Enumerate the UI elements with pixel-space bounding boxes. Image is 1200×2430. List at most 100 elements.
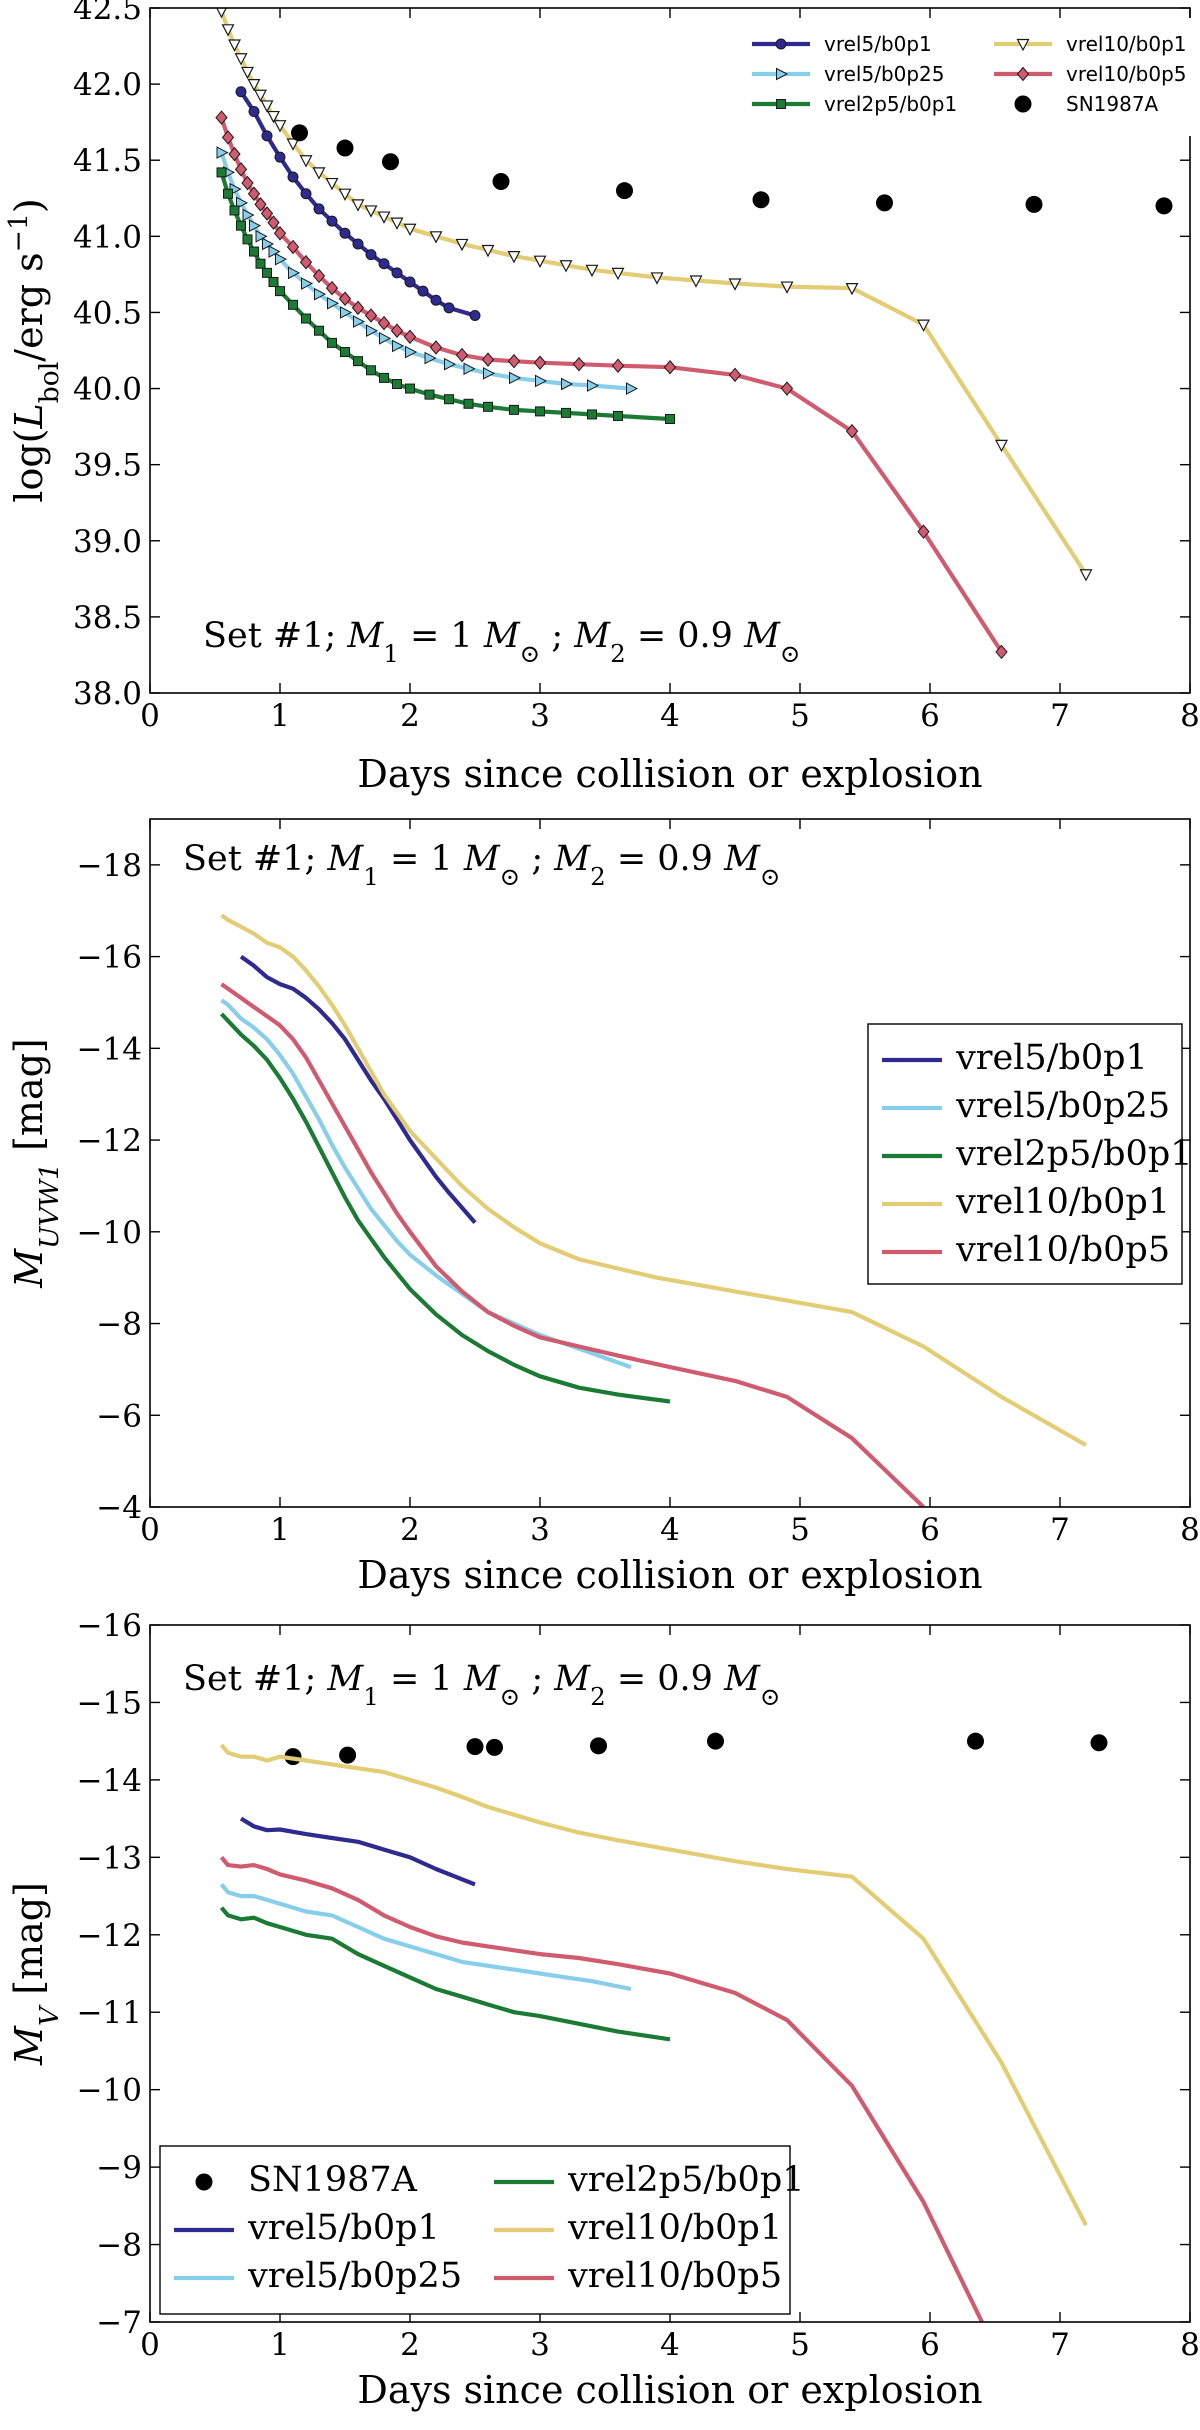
data-point-vrel10-b0p5 <box>221 130 235 145</box>
data-point-sn1987a <box>339 1746 357 1764</box>
plot-area <box>219 913 1088 1507</box>
y-tick-label: −8 <box>96 1307 142 1343</box>
data-point-vrel10-b0p1 <box>1079 569 1093 582</box>
data-point-vrel10-b0p1 <box>364 205 378 218</box>
data-point-vrel10-b0p5 <box>995 644 1008 660</box>
data-point-vrel10-b0p1 <box>611 267 625 281</box>
y-tick-label: 40.0 <box>73 372 142 408</box>
series-line-vrel10-b0p5 <box>220 982 925 1507</box>
data-point-vrel2p5-b0p1 <box>561 407 571 418</box>
data-point-vrel10-b0p5 <box>299 254 313 270</box>
legend-box <box>738 18 1193 136</box>
data-point-vrel2p5-b0p1 <box>223 188 233 199</box>
data-point-vrel10-b0p1 <box>455 238 469 252</box>
data-point-sn1987a <box>336 139 354 157</box>
data-point-vrel10-b0p1 <box>254 89 267 103</box>
y-tick-label: 38.5 <box>73 600 142 636</box>
data-point-vrel10-b0p1 <box>312 167 326 180</box>
data-point-vrel5-b0p25 <box>424 351 437 365</box>
legend-label: vrel10/b0p1 <box>1066 32 1187 56</box>
data-point-vrel2p5-b0p1 <box>249 246 259 257</box>
y-tick-label: −12 <box>77 1918 142 1954</box>
legend-marker <box>1014 95 1032 113</box>
data-point-vrel5-b0p25 <box>483 367 496 380</box>
data-point-vrel2p5-b0p1 <box>483 401 493 412</box>
data-point-vrel5-b0p25 <box>366 324 379 338</box>
legend-label: SN1987A <box>1066 92 1159 116</box>
data-point-vrel10-b0p5 <box>338 291 352 307</box>
data-point-vrel5-b0p25 <box>262 237 275 251</box>
data-point-vrel2p5-b0p1 <box>229 205 240 216</box>
data-point-vrel10-b0p5 <box>845 423 859 439</box>
x-tick-label: 5 <box>790 1512 810 1548</box>
legend-item-vrel5-b0p1: vrel5/b0p1 <box>752 32 932 56</box>
data-point-vrel5-b0p25 <box>216 146 229 159</box>
panel-annotation: Set #1; M1 = 1 M⊙ ; M2 = 0.9 M⊙ <box>183 839 780 891</box>
legend-marker <box>776 99 786 109</box>
panel-uvw1-magnitude: 0 1 2 3 4 5 6 7 8 −4 −6 −8 −10 −12 −14 −16 −18 Days since… <box>7 818 1200 1597</box>
legend-label: vrel2p5/b0p1 <box>824 92 957 116</box>
data-point-vrel10-b0p5 <box>364 308 378 323</box>
data-point-vrel10-b0p5 <box>286 239 300 255</box>
plot-area <box>219 1732 1108 2322</box>
data-point-vrel10-b0p5 <box>403 329 417 345</box>
data-point-vrel2p5-b0p1 <box>268 277 279 287</box>
data-point-vrel10-b0p1 <box>650 272 664 285</box>
data-point-vrel10-b0p1 <box>995 439 1008 453</box>
series-line-vrel2p5-b0p1 <box>219 1012 671 1404</box>
data-point-vrel10-b0p5 <box>241 175 254 191</box>
y-tick-label: −16 <box>77 1608 142 1644</box>
data-point-vrel2p5-b0p1 <box>353 356 363 367</box>
x-tick-label: 2 <box>400 1512 420 1548</box>
y-tick-label: −4 <box>96 1490 142 1526</box>
x-tick-label: 6 <box>920 1512 940 1548</box>
data-point-sn1987a <box>1025 195 1043 213</box>
data-point-vrel5-b0p25 <box>535 374 548 388</box>
x-tick-label: 3 <box>530 698 550 734</box>
data-point-vrel10-b0p5 <box>273 226 287 241</box>
data-point-vrel5-b0p1 <box>339 227 351 239</box>
x-tick-label: 0 <box>140 698 160 734</box>
data-point-vrel10-b0p5 <box>254 197 267 212</box>
data-point-vrel2p5-b0p1 <box>255 258 266 269</box>
series-line-vrel10-b0p5 <box>219 1855 984 2322</box>
x-axis-label: Days since collision or explosion <box>357 2368 982 2412</box>
y-tick-label: −10 <box>77 2073 142 2109</box>
legend-item-sn1987a: SN1987A <box>1014 92 1159 116</box>
data-point-vrel10-b0p1 <box>507 251 521 264</box>
legend-item-vrel10-b0p5: vrel10/b0p5 <box>494 2256 782 2296</box>
legend: SN1987A vrel5/b0p1 vrel5/b0p25 vrel2p5/b0p1… <box>159 2145 805 2315</box>
legend-item-vrel10-b0p1: vrel10/b0p1 <box>494 2208 782 2248</box>
data-point-vrel10-b0p1 <box>429 231 443 244</box>
series-vrel10-b0p1 <box>219 1743 1088 2227</box>
series-line-vrel5-b0p25 <box>220 998 632 1370</box>
data-point-sn1987a <box>616 182 633 200</box>
data-point-vrel5-b0p1 <box>443 302 455 314</box>
data-point-vrel10-b0p1 <box>247 79 261 92</box>
x-tick-label: 3 <box>530 1512 550 1548</box>
series-line-vrel2p5-b0p1 <box>219 1906 671 2042</box>
data-point-vrel2p5-b0p1 <box>216 167 227 178</box>
legend-label: vrel10/b0p5 <box>955 1230 1170 1270</box>
series-line-vrel10-b0p1 <box>220 913 1088 1447</box>
x-tick-label: 1 <box>270 2327 290 2363</box>
panel-v-magnitude: 0 1 2 3 4 5 6 7 8 −7 −8 −9 −10 −11 −12 −13 −14 −15 −16 Days… <box>7 1608 1200 2412</box>
data-point-vrel10-b0p1 <box>325 177 339 191</box>
series-vrel2p5-b0p1 <box>216 167 675 424</box>
legend-marker <box>775 38 787 50</box>
legend-marker <box>195 2173 213 2191</box>
data-point-vrel5-b0p1 <box>261 130 273 142</box>
data-point-vrel5-b0p1 <box>417 285 429 297</box>
data-point-vrel10-b0p5 <box>312 268 326 284</box>
x-tick-label: 7 <box>1050 2327 1070 2363</box>
series-vrel5-b0p25 <box>219 1883 632 1992</box>
legend-label: vrel10/b0p5 <box>1066 62 1187 86</box>
legend-item-vrel2p5-b0p1: vrel2p5/b0p1 <box>882 1134 1193 1174</box>
panel-annotation: Set #1; M1 = 1 M⊙ ; M2 = 0.9 M⊙ <box>203 616 800 668</box>
series-line-vrel5-b0p25 <box>219 1883 632 1992</box>
data-point-vrel2p5-b0p1 <box>366 365 376 376</box>
data-point-vrel10-b0p5 <box>429 340 443 355</box>
data-point-vrel10-b0p5 <box>390 323 404 338</box>
data-point-sn1987a <box>967 1732 984 1750</box>
data-point-vrel10-b0p1 <box>351 199 365 212</box>
